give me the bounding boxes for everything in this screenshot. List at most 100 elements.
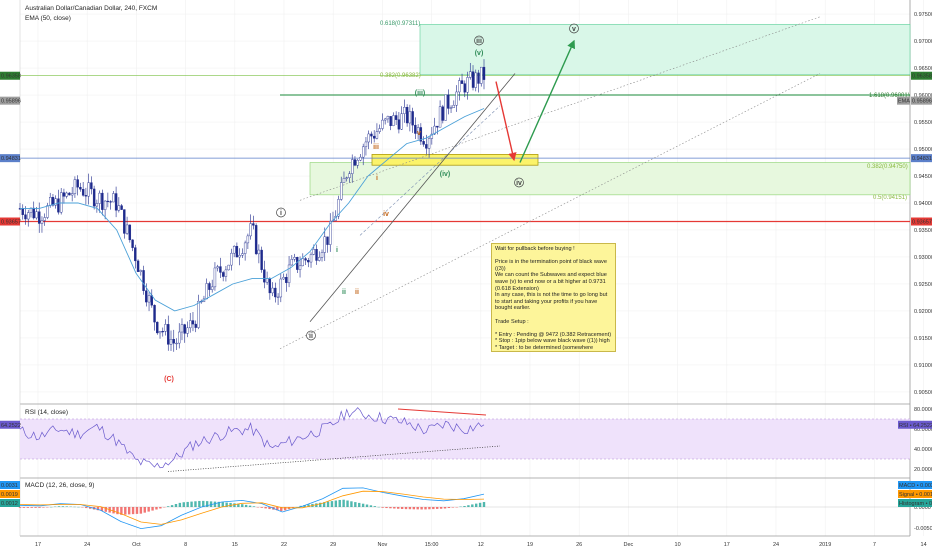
candle-body	[205, 283, 208, 300]
price-badge-right	[911, 96, 932, 105]
wave-label: ii	[355, 289, 359, 296]
macd-histogram-bar	[120, 507, 123, 515]
macd-badge-right	[898, 499, 932, 507]
candle-body	[274, 287, 277, 298]
candle-body	[43, 217, 46, 221]
candle-body	[98, 192, 101, 204]
candle-body	[271, 287, 274, 294]
note-line	[495, 312, 612, 319]
trendline-base[interactable]	[309, 73, 516, 322]
macd-histogram-bar	[112, 507, 115, 514]
candle-body	[364, 141, 368, 148]
up-projection-arrow[interactable]	[519, 39, 575, 163]
time-tick-label: 7	[873, 542, 876, 548]
candle-body	[49, 197, 52, 206]
rsi-tick-label: 20.0000	[914, 467, 932, 473]
trend-channels[interactable]	[279, 16, 821, 349]
candle-body	[441, 106, 445, 121]
candle-body	[131, 239, 134, 248]
candle-body	[282, 277, 285, 280]
price-tick-label: 0.94000	[914, 201, 932, 207]
candle-body	[482, 66, 486, 80]
candle-body	[106, 200, 110, 203]
wave-label: iii	[373, 144, 379, 151]
wave-circle	[474, 35, 484, 46]
candle-body	[447, 94, 450, 109]
macd-histogram-bar	[213, 501, 217, 507]
wave-label: i	[280, 210, 282, 217]
macd-histogram-bar	[241, 504, 244, 507]
candle-body	[293, 257, 296, 260]
macd-pane: 0.00500.0000-0.00500.00310.00190.0012MAC…	[0, 481, 932, 532]
macd-histogram-bar	[139, 507, 143, 514]
candle-body	[172, 339, 175, 344]
wave-circle	[306, 330, 316, 341]
rsi-badge-right	[898, 420, 932, 429]
ema-line	[20, 108, 485, 312]
time-tick-label: 22	[281, 542, 287, 548]
macd-tick-label: -0.0050	[914, 526, 932, 532]
macd-histogram-bar	[346, 500, 349, 507]
macd-histogram-bar	[170, 505, 174, 507]
candle-body	[134, 247, 137, 262]
time-tick-label: 12	[478, 542, 484, 548]
note-line: * Entry : Pending @ 9472 (0.382 Retracem…	[495, 331, 612, 338]
candle-body	[361, 146, 365, 158]
candle-body	[65, 192, 68, 197]
rsi-tick-label: 40.0000	[914, 447, 932, 453]
macd-histogram-bar	[57, 506, 61, 507]
time-tick-label: 24	[84, 542, 90, 548]
candle-body	[68, 192, 71, 196]
candle-body	[318, 257, 321, 261]
rsi-badge-left	[0, 420, 20, 429]
macd-histogram-bar	[38, 507, 41, 508]
fib-label: 0.382(0.94750)	[867, 164, 908, 170]
candle-body	[191, 320, 195, 325]
macd-histogram-bar	[369, 505, 373, 507]
candle-body	[370, 133, 373, 137]
candle-body	[21, 208, 24, 215]
macd-histogram-bar	[307, 504, 310, 507]
macd-histogram-bar	[416, 507, 419, 510]
down-projection-arrow[interactable]	[495, 81, 517, 162]
note-line: In any case, this is not the time to go …	[495, 292, 608, 312]
trade-note[interactable]: Wait for pullback before buying ! Price i…	[491, 243, 616, 352]
candle-body	[123, 209, 126, 234]
wave-circle	[276, 207, 286, 218]
macd-histogram-bar	[342, 499, 345, 507]
macd-histogram-bar	[194, 501, 197, 507]
candle-body	[70, 193, 74, 196]
macd-histogram-bar	[127, 507, 131, 515]
candle-body	[235, 246, 239, 258]
macd-histogram-bar	[397, 507, 400, 509]
rsi-support-line	[167, 445, 501, 472]
macd-histogram-bar	[252, 506, 256, 507]
channel-lower-line[interactable]	[279, 73, 821, 349]
channel-upper-line[interactable]	[299, 16, 821, 201]
rsi-band	[20, 419, 910, 459]
macd-histogram-bar	[244, 504, 248, 507]
macd-histogram-bar	[202, 500, 205, 507]
rsi-tick-label: 60.0000	[914, 427, 932, 433]
candle-body	[232, 246, 236, 254]
candle-body	[167, 324, 170, 345]
macd-histogram-bar	[174, 503, 178, 507]
price-tick-label: 0.92000	[914, 309, 932, 315]
candle-body	[372, 135, 376, 139]
candle-body	[54, 198, 57, 206]
candle-body	[301, 258, 304, 267]
time-tick-label: 10	[675, 542, 681, 548]
macd-histogram-bar	[85, 507, 88, 509]
projection-arrows[interactable]	[495, 39, 575, 163]
macd-histogram-bar	[276, 507, 279, 511]
macd-histogram-bar	[143, 507, 146, 513]
candle-body	[238, 255, 241, 258]
trendline-dashed[interactable]	[359, 105, 501, 236]
horizontal-levels[interactable]	[20, 75, 910, 223]
price-badge-left	[0, 71, 20, 80]
macd-histogram-bar	[229, 502, 232, 507]
macd-histogram-bar	[209, 501, 213, 507]
note-line	[495, 325, 612, 332]
